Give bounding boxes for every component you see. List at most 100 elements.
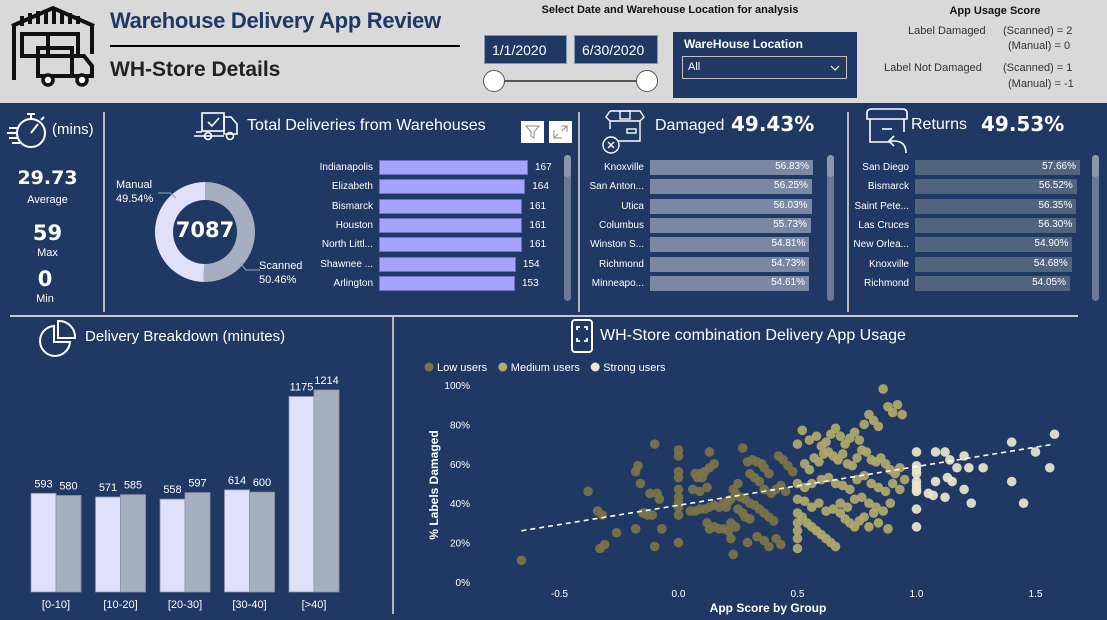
scatter-point-low-users[interactable] xyxy=(754,476,765,487)
scatter-point-medium-users[interactable] xyxy=(792,518,803,528)
scatter-point-medium-users[interactable] xyxy=(799,496,810,507)
bar[interactable] xyxy=(379,237,523,253)
scatter-point-medium-users[interactable] xyxy=(847,460,858,471)
scatter-point-medium-users[interactable] xyxy=(814,457,824,467)
scatter-point-low-users[interactable] xyxy=(649,541,660,552)
bar[interactable] xyxy=(379,160,528,175)
bar[interactable]: 54.73% xyxy=(650,256,810,272)
bar[interactable]: 56.30% xyxy=(915,217,1077,233)
scatter-point-low-users[interactable] xyxy=(647,510,658,520)
scatter-point-medium-users[interactable] xyxy=(792,533,803,544)
scatter-point-low-users[interactable] xyxy=(583,486,593,497)
end-date-input[interactable]: 6/30/2020 xyxy=(574,35,658,64)
scatter-point-medium-users[interactable] xyxy=(830,541,841,552)
bar[interactable]: 54.90% xyxy=(915,237,1073,253)
deliveries-scrollbar[interactable] xyxy=(564,155,571,301)
scatter-point-medium-users[interactable] xyxy=(835,498,846,508)
scatter-point-low-users[interactable] xyxy=(742,537,753,548)
scatter-point-low-users[interactable] xyxy=(728,549,739,560)
scatter-point-strong-users[interactable] xyxy=(930,476,941,487)
date-slider-end-handle[interactable] xyxy=(636,70,658,92)
legend-label[interactable]: Strong users xyxy=(603,362,666,374)
scatter-point-medium-users[interactable] xyxy=(835,431,846,442)
scatter-point-strong-users[interactable] xyxy=(945,455,955,465)
scatter-point-medium-users[interactable] xyxy=(864,522,874,532)
scatter-point-low-users[interactable] xyxy=(764,541,774,552)
bar[interactable]: 56.83% xyxy=(650,160,813,175)
column-bar-manual[interactable] xyxy=(224,489,250,593)
scatter-point-low-users[interactable] xyxy=(654,494,665,505)
bar[interactable]: 54.05% xyxy=(915,275,1070,291)
scatter-point-low-users[interactable] xyxy=(702,482,712,493)
returns-scrollbar[interactable] xyxy=(1092,155,1099,301)
scatter-point-medium-users[interactable] xyxy=(814,498,824,508)
scatter-point-strong-users[interactable] xyxy=(940,447,950,457)
scatter-point-medium-users[interactable] xyxy=(842,502,853,512)
scatter-point-low-users[interactable] xyxy=(787,466,798,477)
scatter-point-medium-users[interactable] xyxy=(873,482,884,493)
column-bar-manual[interactable] xyxy=(30,492,57,593)
scatter-point-medium-users[interactable] xyxy=(849,427,860,438)
bar[interactable] xyxy=(379,198,523,214)
scatter-point-low-users[interactable] xyxy=(645,488,655,499)
scatter-point-low-users[interactable] xyxy=(733,478,743,489)
scatter-point-medium-users[interactable] xyxy=(806,502,817,512)
scatter-point-low-users[interactable] xyxy=(776,539,786,550)
scatter-point-low-users[interactable] xyxy=(633,460,643,471)
scatter-point-strong-users[interactable] xyxy=(959,484,969,495)
column-bar-manual[interactable] xyxy=(159,498,186,593)
bar[interactable]: 57.66% xyxy=(915,160,1080,175)
scatter-point-medium-users[interactable] xyxy=(797,425,808,436)
scatter-point-low-users[interactable] xyxy=(726,533,736,544)
donut-slice-manual[interactable] xyxy=(154,182,205,282)
bar[interactable] xyxy=(379,179,526,195)
scatter-point-medium-users[interactable] xyxy=(852,453,862,463)
bar[interactable]: 56.52% xyxy=(915,179,1077,195)
scatter-point-medium-users[interactable] xyxy=(830,423,841,434)
scatter-point-medium-users[interactable] xyxy=(804,435,815,445)
scatter-point-medium-users[interactable] xyxy=(899,474,910,485)
scatter-point-medium-users[interactable] xyxy=(880,486,891,497)
legend-label[interactable]: Medium users xyxy=(511,362,581,374)
scatter-point-strong-users[interactable] xyxy=(911,447,922,457)
scatter-point-low-users[interactable] xyxy=(673,451,684,461)
bar[interactable] xyxy=(379,217,523,233)
bar[interactable]: 55.73% xyxy=(650,217,812,233)
legend-label[interactable]: Low users xyxy=(437,362,488,374)
scatter-point-low-users[interactable] xyxy=(768,516,779,526)
scatter-point-strong-users[interactable] xyxy=(911,468,922,479)
scatter-point-medium-users[interactable] xyxy=(845,484,855,495)
scatter-point-medium-users[interactable] xyxy=(837,480,848,491)
scatter-point-medium-users[interactable] xyxy=(859,470,869,481)
scatter-point-medium-users[interactable] xyxy=(878,384,888,394)
column-bar-scanned[interactable] xyxy=(184,492,211,593)
scatter-point-low-users[interactable] xyxy=(721,502,731,512)
scatter-point-strong-users[interactable] xyxy=(947,476,957,487)
donut-slice-scanned[interactable] xyxy=(203,182,255,282)
scatter-point-low-users[interactable] xyxy=(673,484,684,495)
scatter-point-strong-users[interactable] xyxy=(1044,462,1055,473)
bar[interactable] xyxy=(379,275,515,291)
scatter-point-strong-users[interactable] xyxy=(1006,476,1017,487)
scatter-point-low-users[interactable] xyxy=(635,478,646,489)
scatter-point-strong-users[interactable] xyxy=(952,462,962,473)
scatter-point-medium-users[interactable] xyxy=(868,508,879,518)
scatter-point-low-users[interactable] xyxy=(657,524,667,534)
scatter-point-low-users[interactable] xyxy=(737,443,748,453)
scatter-point-low-users[interactable] xyxy=(759,462,769,473)
scatter-point-medium-users[interactable] xyxy=(792,439,803,449)
scatter-point-low-users[interactable] xyxy=(673,510,684,520)
scatter-point-strong-users[interactable] xyxy=(930,447,941,457)
scatter-point-medium-users[interactable] xyxy=(878,506,888,516)
scatter-point-medium-users[interactable] xyxy=(873,421,884,432)
scatter-point-medium-users[interactable] xyxy=(887,407,898,418)
date-slider-start-handle[interactable] xyxy=(483,70,505,92)
scatter-point-medium-users[interactable] xyxy=(861,447,872,457)
scatter-point-strong-users[interactable] xyxy=(978,462,988,473)
scatter-point-low-users[interactable] xyxy=(599,539,610,550)
scatter-point-medium-users[interactable] xyxy=(859,512,869,522)
column-bar-scanned[interactable] xyxy=(313,389,340,593)
scatter-point-strong-users[interactable] xyxy=(964,462,974,473)
scrollbar-thumb[interactable] xyxy=(564,155,571,177)
scatter-point-medium-users[interactable] xyxy=(792,525,803,536)
